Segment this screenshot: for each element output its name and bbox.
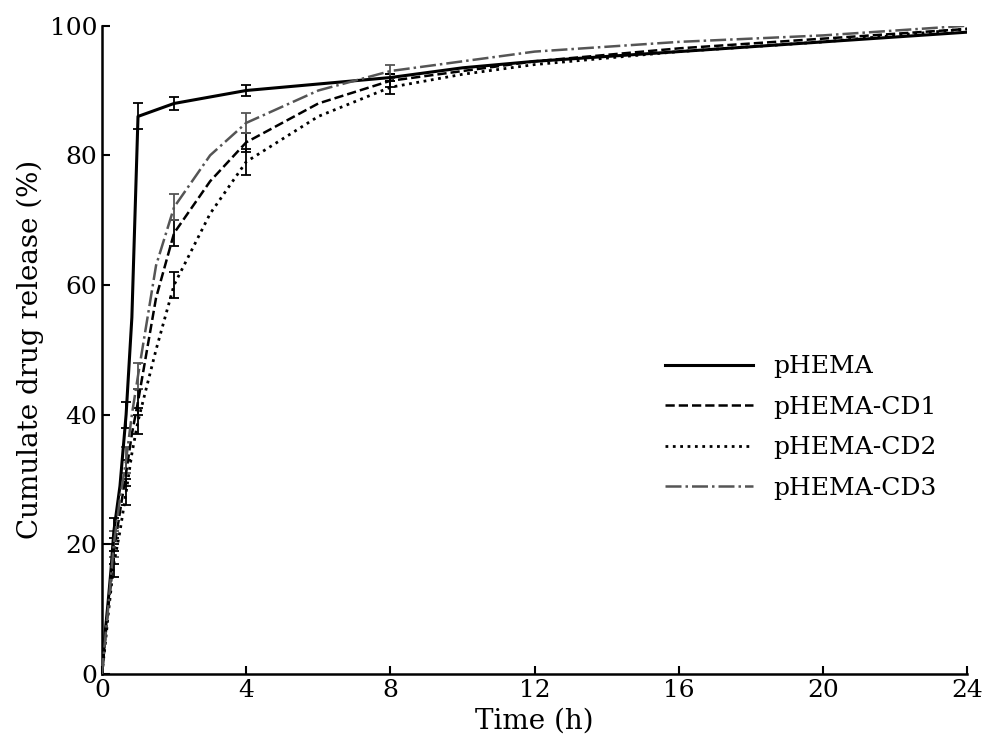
pHEMA-CD1 [240,138,252,147]
pHEMA-CD2 [132,417,144,426]
pHEMA-CD3 [384,67,396,76]
pHEMA-CD2 [457,70,469,79]
pHEMA-CD3 [100,631,112,640]
pHEMA-CD3 [132,371,144,380]
pHEMA [120,410,132,419]
pHEMA [312,80,324,89]
pHEMA-CD2 [817,38,829,47]
pHEMA-CD3 [240,119,252,128]
pHEMA-CD3 [102,605,114,614]
pHEMA-CD3 [961,21,973,30]
pHEMA-CD1 [529,57,541,66]
pHEMA [132,112,144,121]
pHEMA-CD1 [457,67,469,76]
pHEMA-CD2 [105,585,117,594]
pHEMA-CD3 [108,540,120,549]
pHEMA-CD3 [168,203,180,212]
Legend: pHEMA, pHEMA-CD1, pHEMA-CD2, pHEMA-CD3: pHEMA, pHEMA-CD1, pHEMA-CD2, pHEMA-CD3 [655,345,946,510]
Y-axis label: Cumulate drug release (%): Cumulate drug release (%) [17,160,44,539]
pHEMA-CD1 [204,176,216,185]
pHEMA-CD1 [100,631,112,640]
pHEMA-CD2 [204,209,216,218]
pHEMA-CD1 [132,397,144,406]
pHEMA-CD1 [673,44,685,53]
pHEMA [126,313,138,322]
pHEMA-CD3 [120,456,132,465]
pHEMA-CD1 [961,24,973,33]
pHEMA [240,86,252,95]
pHEMA-CD2 [96,669,108,678]
pHEMA-CD2 [120,488,132,497]
pHEMA-CD2 [168,280,180,289]
pHEMA-CD3 [673,38,685,47]
pHEMA [204,92,216,101]
pHEMA-CD3 [817,31,829,40]
pHEMA-CD3 [114,494,126,503]
pHEMA-CD3 [150,261,162,270]
pHEMA-CD2 [529,60,541,69]
pHEMA-CD1 [114,508,126,517]
pHEMA-CD2 [126,449,138,458]
pHEMA-CD1 [168,228,180,237]
Line: pHEMA: pHEMA [102,32,967,674]
pHEMA [114,481,126,490]
pHEMA-CD2 [114,526,126,535]
pHEMA-CD1 [105,579,117,588]
pHEMA-CD2 [961,24,973,33]
pHEMA-CD3 [96,669,108,678]
pHEMA-CD3 [126,410,138,419]
pHEMA [168,99,180,108]
pHEMA-CD1 [120,469,132,478]
pHEMA-CD3 [529,47,541,56]
pHEMA [108,526,120,535]
pHEMA-CD2 [240,157,252,166]
pHEMA-CD2 [312,112,324,121]
pHEMA-CD2 [102,611,114,620]
pHEMA-CD2 [150,345,162,354]
pHEMA-CD3 [312,86,324,95]
Line: pHEMA-CD1: pHEMA-CD1 [102,29,967,674]
pHEMA-CD2 [384,83,396,92]
pHEMA-CD3 [105,572,117,581]
pHEMA [457,63,469,72]
pHEMA-CD2 [108,559,120,569]
pHEMA-CD1 [96,669,108,678]
pHEMA-CD3 [457,57,469,66]
pHEMA [150,105,162,114]
pHEMA [529,57,541,66]
pHEMA [100,624,112,633]
pHEMA-CD2 [673,47,685,56]
pHEMA-CD1 [108,546,120,555]
pHEMA-CD1 [102,605,114,614]
pHEMA-CD2 [100,637,112,646]
pHEMA-CD1 [150,294,162,303]
Line: pHEMA-CD3: pHEMA-CD3 [102,26,967,674]
Line: pHEMA-CD2: pHEMA-CD2 [102,29,967,674]
pHEMA [105,566,117,575]
pHEMA-CD1 [126,430,138,439]
pHEMA-CD1 [384,77,396,86]
pHEMA [817,38,829,47]
pHEMA [384,73,396,82]
pHEMA-CD1 [312,99,324,108]
pHEMA [961,28,973,37]
X-axis label: Time (h): Time (h) [475,707,594,734]
pHEMA-CD1 [817,34,829,43]
pHEMA [96,669,108,678]
pHEMA [102,598,114,607]
pHEMA [673,47,685,56]
pHEMA-CD3 [204,151,216,160]
